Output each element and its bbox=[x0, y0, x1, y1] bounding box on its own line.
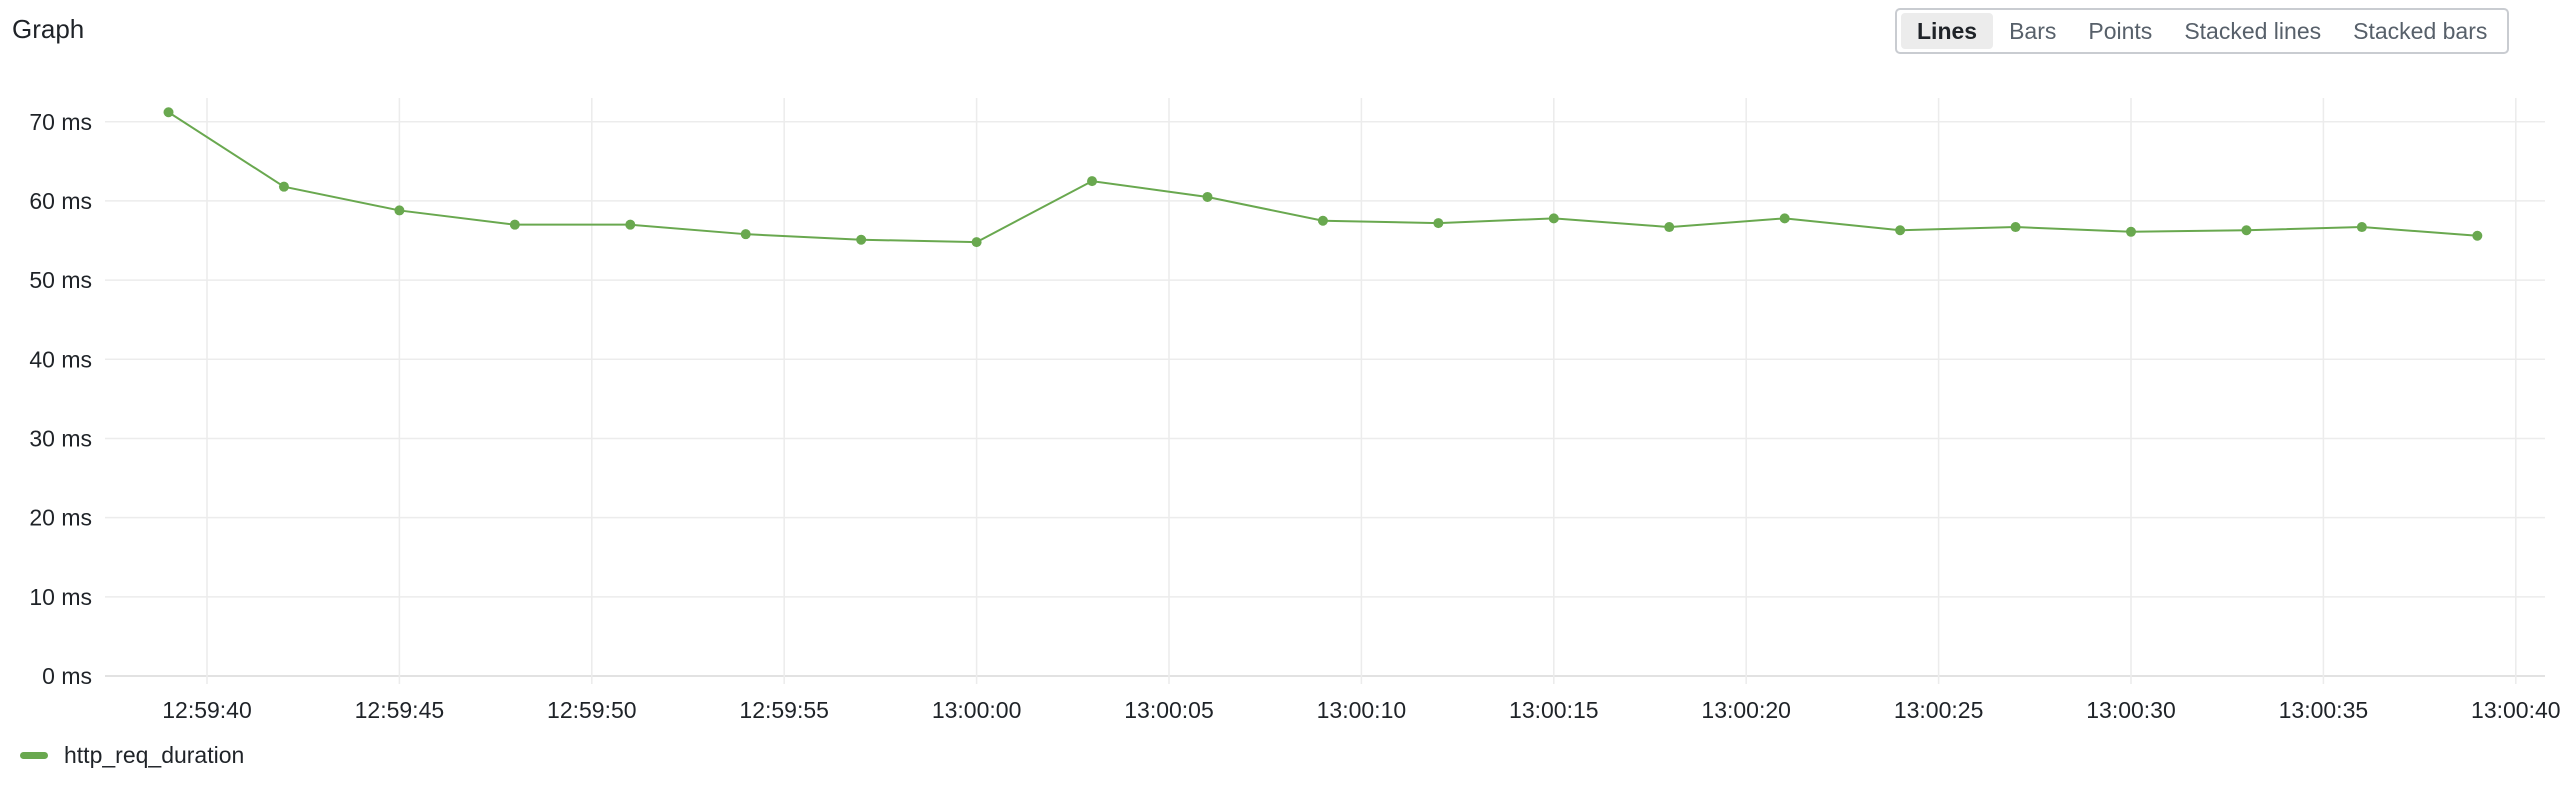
y-tick-label: 40 ms bbox=[29, 346, 92, 372]
x-tick-label: 13:00:25 bbox=[1894, 697, 1984, 720]
x-tick-label: 12:59:45 bbox=[355, 697, 445, 720]
x-tick-label: 13:00:15 bbox=[1509, 697, 1599, 720]
line-chart: 0 ms 10 ms 20 ms 30 ms 40 ms 50 ms 60 ms 70 ms 1… bbox=[29, 98, 2561, 720]
lines-button[interactable]: Lines bbox=[1901, 13, 1994, 49]
y-tick-label: 60 ms bbox=[29, 188, 92, 214]
data-point bbox=[1548, 213, 1559, 224]
chart-type-toggle: Lines Bars Points Stacked lines Stacked … bbox=[1895, 8, 2510, 54]
stacked-lines-button[interactable]: Stacked lines bbox=[2168, 13, 2337, 49]
data-point bbox=[1202, 191, 1213, 202]
x-tick-label: 12:59:40 bbox=[162, 697, 252, 720]
x-tick-label: 13:00:20 bbox=[1701, 697, 1791, 720]
data-point bbox=[2010, 222, 2021, 233]
data-point bbox=[1895, 225, 1906, 236]
legend-swatch bbox=[20, 752, 48, 759]
data-point bbox=[2241, 225, 2252, 236]
data-point bbox=[1087, 176, 1098, 187]
data-point bbox=[163, 107, 174, 118]
x-tick-label: 13:00:30 bbox=[2086, 697, 2176, 720]
data-point bbox=[2356, 222, 2367, 233]
data-point bbox=[625, 219, 636, 230]
x-tick-label: 13:00:35 bbox=[2279, 697, 2369, 720]
data-point bbox=[278, 181, 289, 192]
x-tick-label: 12:59:50 bbox=[547, 697, 637, 720]
y-tick-label: 50 ms bbox=[29, 267, 92, 293]
data-point bbox=[740, 229, 751, 240]
x-tick-label: 13:00:10 bbox=[1317, 697, 1407, 720]
bars-button[interactable]: Bars bbox=[1993, 13, 2072, 49]
stacked-bars-button[interactable]: Stacked bars bbox=[2337, 13, 2503, 49]
data-point bbox=[971, 237, 982, 248]
x-tick-label: 12:59:55 bbox=[739, 697, 829, 720]
x-tick-label: 13:00:05 bbox=[1124, 697, 1214, 720]
y-tick-label: 30 ms bbox=[29, 425, 92, 451]
data-point bbox=[1664, 222, 1675, 233]
data-point bbox=[2126, 226, 2136, 237]
page-title: Graph bbox=[12, 14, 85, 44]
data-point bbox=[1433, 218, 1444, 229]
data-point bbox=[509, 219, 520, 230]
data-point bbox=[1317, 215, 1328, 226]
x-tick-label: 13:00:00 bbox=[932, 697, 1022, 720]
data-point bbox=[1779, 213, 1790, 224]
x-tick-label: 13:00:40 bbox=[2471, 697, 2561, 720]
legend: http_req_duration bbox=[20, 742, 244, 769]
y-tick-label: 0 ms bbox=[42, 663, 92, 689]
data-point bbox=[394, 205, 405, 216]
data-point bbox=[2472, 230, 2483, 241]
y-tick-label: 70 ms bbox=[29, 109, 92, 135]
data-point bbox=[856, 234, 867, 245]
points-button[interactable]: Points bbox=[2072, 13, 2168, 49]
legend-label[interactable]: http_req_duration bbox=[64, 742, 245, 768]
y-tick-label: 20 ms bbox=[29, 505, 92, 531]
y-tick-label: 10 ms bbox=[29, 584, 92, 610]
